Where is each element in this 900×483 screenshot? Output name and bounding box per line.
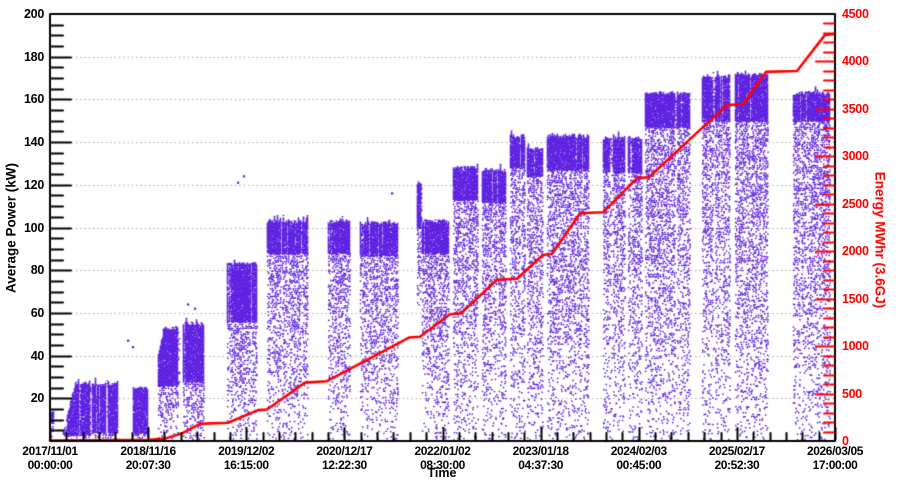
y-left-tick-label: 120 [24, 177, 44, 192]
y-left-tick-label: 160 [24, 92, 44, 107]
y-left-tick-label: 40 [30, 348, 45, 363]
y-left-tick-label: 140 [24, 135, 44, 150]
x-tick-label: 2022/01/02 08:30:00 [414, 444, 471, 472]
x-tick-label: 2023/01/18 04:37:30 [512, 444, 569, 472]
y-right-tick-label: 2000 [842, 244, 869, 259]
y-right-tick-label: 4000 [842, 54, 869, 69]
y-right-tick-label: 3500 [842, 101, 869, 116]
x-tick-label: 2024/02/03 00:45:00 [610, 444, 667, 472]
y-left-tick-label: 180 [24, 49, 44, 64]
x-tick-label: 2025/02/17 20:52:30 [708, 444, 765, 472]
y-left-tick-label: 100 [24, 220, 44, 235]
y-left-tick-label: 20 [30, 391, 45, 406]
x-tick-label: 2026/03/05 17:00:00 [806, 444, 864, 472]
y-right-tick-label: 1500 [842, 291, 869, 306]
y-left-tick-label: 60 [30, 305, 45, 320]
y-axis-title-right: Energy MWhr (3.6GJ) [872, 171, 888, 309]
x-tick-label: 2020/12/17 12:22:30 [316, 444, 373, 472]
x-tick-label: 2018/11/16 20:07:30 [120, 444, 176, 472]
y-right-tick-label: 4500 [842, 7, 869, 21]
y-left-tick-label: 200 [24, 7, 44, 21]
x-tick-label: 2017/11/01 00:00:00 [22, 444, 78, 472]
y-right-tick-label: 500 [842, 386, 862, 401]
y-right-tick-label: 2500 [842, 196, 869, 211]
y-left-tick-label: 80 [30, 263, 45, 278]
y-right-tick-label: 1000 [842, 339, 869, 354]
y-right-tick-label: 3000 [842, 149, 869, 164]
x-tick-label: 2019/12/02 16:15:00 [218, 444, 275, 472]
y-right-tick-label: 0 [842, 434, 849, 448]
x-axis-title: Time [427, 466, 457, 480]
